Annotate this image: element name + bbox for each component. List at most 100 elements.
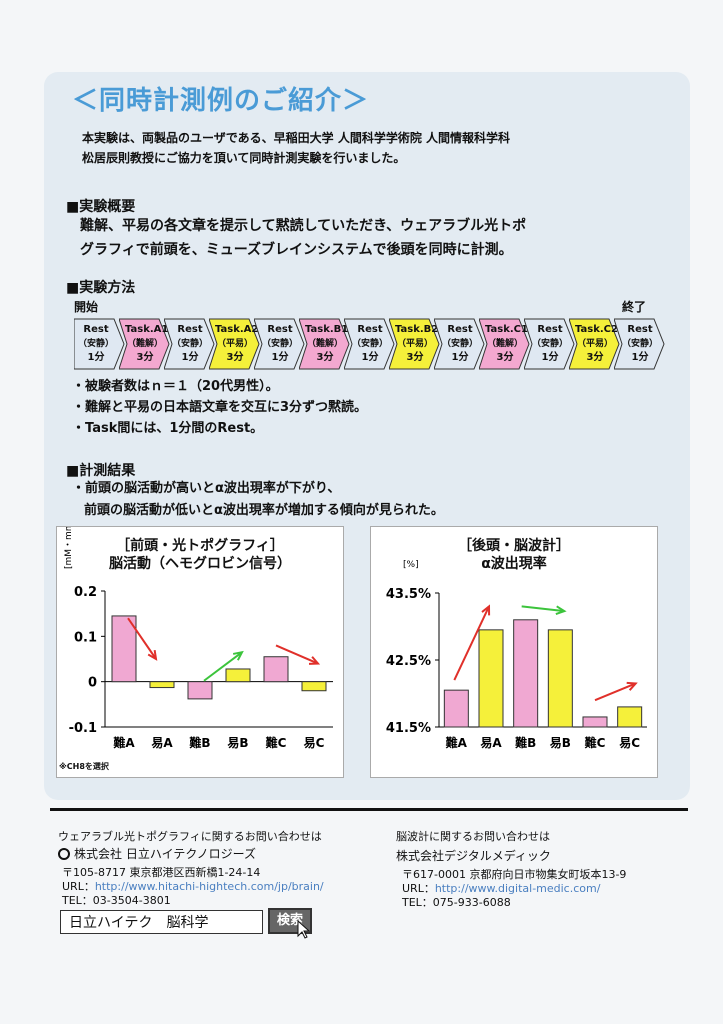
- overview-text: 難解、平易の各文章を提示して黙読していただき、ウェアラブル光トポ グラフィで前頭…: [80, 214, 526, 262]
- footer-right-url-row: URL：http://www.digital-medic.com/: [402, 882, 600, 896]
- y-tick-label: 43.5%: [386, 587, 431, 602]
- x-tick-label: 難C: [585, 735, 606, 750]
- bar: [443, 689, 469, 728]
- chart-frontal-svg: [mM・mm] 0.2 0.1 0 -0.1 難A 易A 難B 易B 難C 易C: [64, 527, 333, 750]
- footer-right-tel: TEL：075-933-6088: [402, 896, 511, 909]
- footer-left-url-row: URL：http://www.hitachi-hightech.com/jp/b…: [62, 880, 324, 894]
- timeline-step-kind: （安静）: [351, 339, 388, 349]
- timeline-step-kind: （安静）: [441, 339, 478, 349]
- timeline-step-dur: 3分: [136, 352, 154, 363]
- y-tick-label: 0.1: [74, 630, 97, 645]
- timeline-step-name: Rest: [177, 324, 203, 335]
- y-axis-label: [%]: [403, 560, 419, 570]
- timeline-step-name: Rest: [447, 324, 473, 335]
- timeline-step-name: Rest: [267, 324, 293, 335]
- chart-occipital-title: ［後頭・脳波計］: [458, 538, 570, 554]
- bar: [478, 629, 504, 728]
- timeline-step: Rest （安静） 1分: [254, 318, 305, 370]
- bar: [617, 706, 643, 728]
- search-input[interactable]: 日立ハイテク 脳科学: [60, 910, 263, 934]
- timeline-start-label: 開始: [74, 300, 99, 314]
- footer-left-inquiry: ウェアラブル光トポグラフィに関するお問い合わせは: [58, 830, 322, 843]
- timeline-step-kind: （安静）: [171, 339, 208, 349]
- timeline-step-name: Task.C1: [485, 324, 528, 335]
- y-tick-label: -0.1: [69, 721, 97, 736]
- method-bullet: ・被験者数はｎ＝１（20代男性）。: [72, 379, 279, 394]
- timeline-step-dur: 1分: [181, 352, 199, 363]
- timeline-step: Rest （安静） 1分: [614, 318, 665, 370]
- timeline-step-kind: （平易）: [216, 339, 253, 349]
- intro-line-1: 本実験は、両製品のユーザである、早稲田大学 人間科学学術院 人間情報科学科: [82, 131, 510, 145]
- timeline-step-kind: （安静）: [621, 339, 658, 349]
- timeline-step-dur: 3分: [226, 352, 244, 363]
- bar: [582, 716, 608, 728]
- trend-arrow-head: [232, 650, 244, 661]
- footer-right-company: 株式会社デジタルメディック: [396, 849, 551, 863]
- bar: [149, 681, 175, 689]
- timeline-step-kind: （平易）: [396, 339, 433, 349]
- trend-arrow-head: [308, 656, 321, 665]
- timeline-step-name: Task.A1: [125, 324, 169, 335]
- footer-left-url-link[interactable]: http://www.hitachi-hightech.com/jp/brain…: [94, 880, 324, 893]
- page-title: ＜同時計測例のご紹介＞: [72, 86, 370, 116]
- timeline-step-dur: 1分: [631, 352, 649, 363]
- timeline-step-dur: 3分: [496, 352, 514, 363]
- timeline-step: Rest （安静） 1分: [434, 318, 485, 370]
- timeline-step-dur: 1分: [271, 352, 289, 363]
- trend-arrow-head: [481, 604, 491, 616]
- trend-arrow: [203, 651, 243, 682]
- timeline-step-name: Rest: [83, 324, 109, 335]
- y-tick-label: 0: [88, 676, 97, 691]
- chart-frontal-subtitle: 脳活動（ヘモグロビン信号）: [109, 556, 291, 572]
- timeline-step-dur: 1分: [361, 352, 379, 363]
- footer-left-url-label: URL：: [62, 880, 95, 893]
- bar: [547, 629, 573, 728]
- timeline-step-name: Task.A2: [215, 324, 259, 335]
- bar: [225, 668, 251, 683]
- experiment-timeline: Rest （安静） 1分 Task.A1 （難解） 3分 Rest （安静） 1分 Task.A2…: [74, 318, 674, 370]
- bar: [301, 681, 327, 692]
- timeline-step: Rest （安静） 1分: [74, 318, 125, 370]
- timeline-step: Rest （安静） 1分: [524, 318, 575, 370]
- timeline-step-kind: （難解）: [126, 339, 163, 349]
- footer-left-company-row: 株式会社 日立ハイテクノロジーズ: [58, 847, 256, 861]
- footer-right-inquiry: 脳波計に関するお問い合わせは: [396, 830, 550, 843]
- timeline-step: Rest （安静） 1分: [344, 318, 395, 370]
- chart-occipital-subtitle: α波出現率: [481, 556, 547, 572]
- y-axis-label: [mM・mm]: [64, 527, 74, 569]
- footer-left-address: 〒105-8717 東京都港区西新橋1-24-14: [62, 866, 261, 879]
- trend-arrow-head: [555, 605, 567, 616]
- y-tick-label: 42.5%: [386, 654, 431, 669]
- x-tick-label: 難B: [515, 735, 536, 750]
- footer-right-url-link[interactable]: http://www.digital-medic.com/: [434, 882, 601, 895]
- footer-right-url-label: URL：: [402, 882, 435, 895]
- timeline-step-name: Task.B1: [305, 324, 349, 335]
- timeline-step-dur: 1分: [541, 352, 559, 363]
- bar: [187, 681, 213, 700]
- results-text: ・前頭の脳活動が高いとα波出現率が下がり、 前頭の脳活動が低いとα波出現率が増加…: [72, 478, 444, 522]
- chart-occipital-svg: [%] 43.5% 42.5% 41.5% 難A 易A 難B 易B 難C 易C: [386, 560, 647, 750]
- overview-heading: ■実験概要: [66, 199, 136, 215]
- trend-arrow-head: [147, 649, 158, 661]
- chart-frontal-box: ［前頭・光トポグラフィ］ 脳活動（ヘモグロビン信号） ※CH8を選択 [mM・m…: [56, 526, 344, 778]
- timeline-step-dur: 1分: [87, 352, 105, 363]
- hitachi-logo-icon: [58, 848, 70, 860]
- overview-line-2: グラフィで前頭を、ミューズブレインシステムで後頭を同時に計測。: [80, 242, 513, 258]
- x-tick-label: 易B: [227, 736, 248, 750]
- y-tick-label: 0.2: [74, 585, 97, 600]
- x-tick-label: 易A: [480, 736, 502, 750]
- x-tick-label: 易C: [304, 736, 325, 750]
- x-tick-label: 難C: [266, 735, 287, 750]
- timeline-step-name: Rest: [537, 324, 563, 335]
- x-tick-label: 難A: [113, 735, 135, 750]
- x-tick-label: 易B: [550, 736, 571, 750]
- timeline-step: Task.B2 （平易） 3分: [389, 318, 440, 370]
- trend-arrow: [275, 644, 319, 665]
- timeline-step: Task.C1 （難解） 3分: [479, 318, 530, 370]
- cursor-icon: [297, 920, 311, 939]
- results-line-1: ・前頭の脳活動が高いとα波出現率が下がり、: [72, 481, 341, 496]
- method-bullets: ・被験者数はｎ＝１（20代男性）。 ・難解と平易の日本語文章を交互に3分ずつ黙読…: [72, 376, 367, 439]
- trend-arrow-head: [626, 681, 638, 691]
- trend-arrow: [521, 605, 565, 613]
- timeline-step-kind: （安静）: [77, 339, 114, 349]
